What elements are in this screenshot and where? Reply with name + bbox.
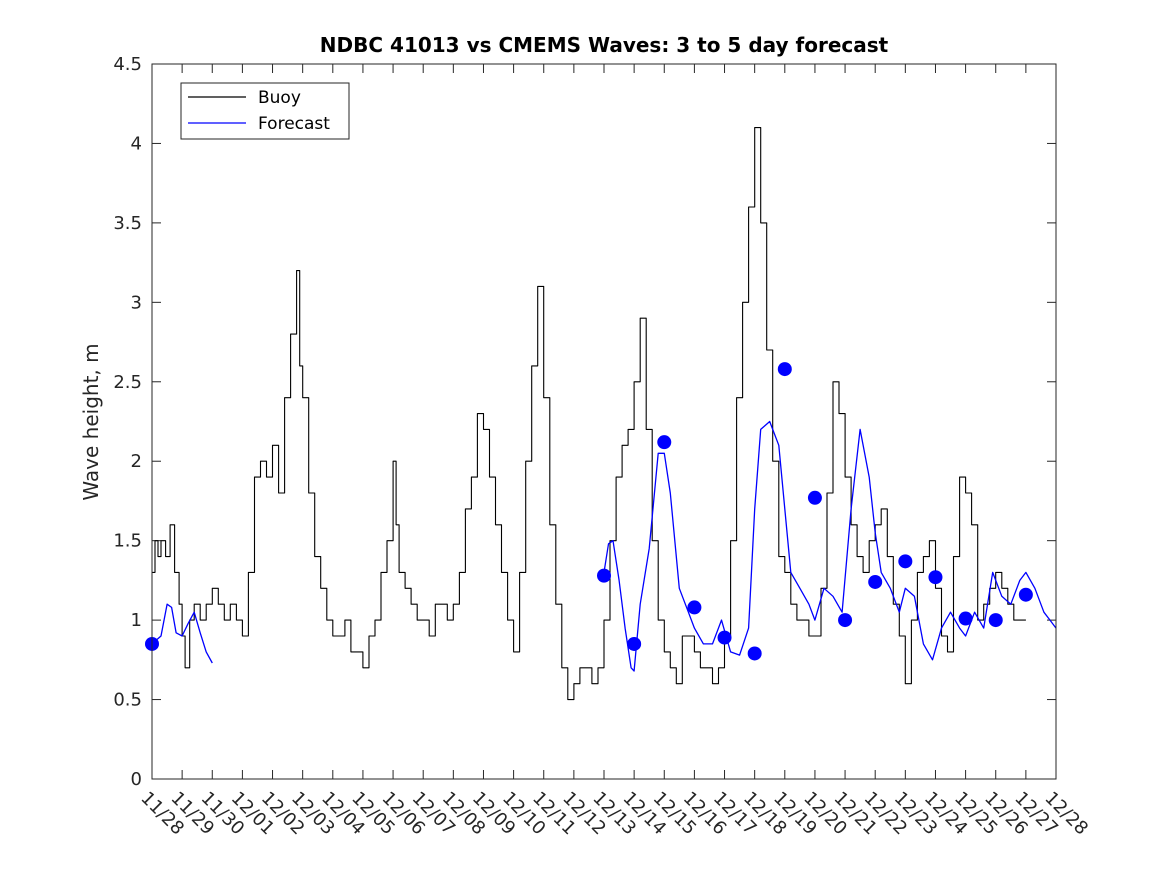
forecast-marker-point: [657, 435, 672, 450]
forecast-marker-point: [777, 362, 792, 377]
forecast-marker-point: [898, 554, 913, 569]
legend-box: [180, 82, 350, 140]
y-tick-label: 0: [131, 769, 142, 790]
y-tick-label: 1: [131, 610, 142, 631]
forecast-marker-point: [1018, 587, 1033, 602]
forecast-marker-point: [687, 600, 702, 615]
forecast-marker-point: [717, 630, 732, 645]
y-tick-label: 3: [131, 292, 142, 313]
y-tick-label: 1.5: [113, 531, 142, 552]
forecast-marker-point: [988, 613, 1003, 628]
forecast-marker-point: [958, 611, 973, 626]
y-tick-label: 3.5: [113, 213, 142, 234]
y-tick-label: 4.5: [113, 54, 142, 75]
y-axis-label: Wave height, m: [79, 343, 103, 500]
chart-title: NDBC 41013 vs CMEMS Waves: 3 to 5 day fo…: [320, 33, 889, 57]
forecast-series-line-2: [603, 420, 1057, 672]
forecast-marker-point: [838, 613, 853, 628]
forecast-marker-point: [597, 568, 611, 583]
y-tick-label: 0.5: [113, 690, 142, 711]
legend-forecast-label: Forecast: [258, 114, 330, 134]
forecast-marker-point: [807, 490, 822, 505]
forecast-marker-point: [627, 636, 642, 651]
y-tick-label: 2: [131, 451, 142, 472]
series-layer: [145, 127, 1057, 701]
forecast-series-line-1: [151, 603, 213, 664]
forecast-marker-point: [747, 646, 762, 661]
legend: Buoy Forecast: [180, 82, 350, 140]
axes-box: [151, 63, 1057, 780]
legend-buoy-label: Buoy: [258, 88, 301, 108]
y-tick-label: 4: [131, 133, 142, 154]
forecast-marker-point: [868, 574, 883, 589]
y-tick-label: 2.5: [113, 372, 142, 393]
forecast-marker-point: [928, 570, 943, 585]
